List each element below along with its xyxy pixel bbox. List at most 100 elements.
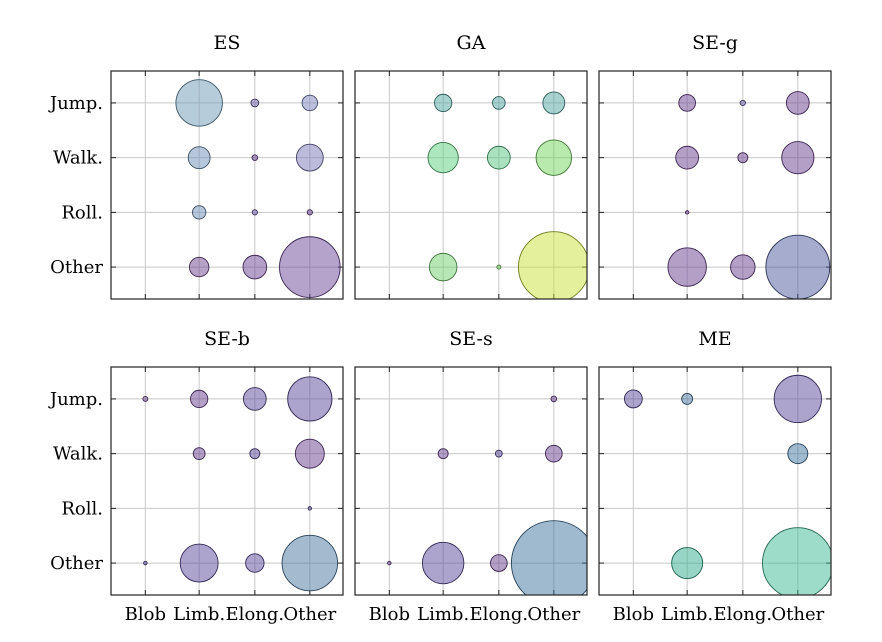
bubble-point	[192, 205, 207, 220]
x-tick-label: Blob	[369, 604, 410, 625]
bubble-point	[730, 254, 756, 280]
bubble-point	[667, 247, 707, 287]
bubble-point	[486, 145, 511, 170]
x-tick-label: Other	[527, 604, 580, 625]
bubble-point	[535, 139, 573, 176]
bubble-point	[250, 98, 260, 108]
y-tick-label: Walk.	[53, 444, 103, 465]
y-tick-label: Jump.	[48, 389, 103, 410]
x-tick-label: Other	[283, 604, 336, 625]
bubble-point	[510, 520, 587, 595]
bubble-point	[773, 374, 822, 424]
bubble-point	[421, 541, 465, 585]
y-tick-label: Other	[50, 553, 103, 574]
x-tick-label: Elong.	[470, 604, 529, 625]
bubble-point	[623, 389, 643, 409]
bubble-point	[678, 94, 696, 112]
bubble-point	[434, 93, 453, 113]
bubble-point	[279, 236, 341, 298]
x-tick-label: Blob	[613, 604, 654, 625]
bubble-point	[242, 387, 267, 411]
x-tick-label: Blob	[125, 604, 166, 625]
bubble-layer	[427, 91, 587, 299]
bubble-layer	[387, 395, 587, 595]
panel-ga: GA	[354, 32, 588, 300]
bubble-point	[675, 145, 700, 170]
bubble-point	[287, 376, 333, 422]
bubble-point	[245, 553, 265, 573]
panel-title: SE-g	[692, 32, 738, 54]
y-tick-label: Roll.	[61, 202, 103, 223]
bubble-point	[787, 443, 809, 465]
bubble-point	[143, 560, 148, 566]
bubble-layer	[175, 79, 341, 298]
x-tick-label: Other	[771, 604, 824, 625]
bubble-point	[387, 560, 392, 566]
bubble-point	[179, 543, 219, 583]
bubble-point	[427, 142, 459, 174]
bubble-point	[490, 554, 508, 572]
bubble-point	[294, 438, 325, 469]
bubble-layer	[667, 91, 831, 299]
bubble-point	[437, 448, 449, 460]
bubble-point	[542, 91, 566, 115]
bubble-point	[492, 96, 506, 110]
panel-frame	[110, 366, 344, 596]
bubble-point	[192, 447, 206, 461]
bubble-point	[301, 94, 319, 112]
bubble-point	[251, 154, 259, 161]
y-tick-label: Roll.	[61, 498, 103, 519]
y-tick-label: Walk.	[53, 148, 103, 169]
bubble-point	[306, 209, 313, 216]
x-tick-label: Limb.	[173, 604, 225, 625]
bubble-point	[142, 396, 149, 402]
bubble-point	[518, 231, 587, 299]
bubble-point	[242, 254, 268, 280]
x-tick-label: Elong.	[226, 604, 285, 625]
bubble-point	[428, 252, 458, 282]
bubble-point	[295, 143, 324, 172]
bubble-point	[249, 448, 261, 460]
bubble-point	[188, 256, 210, 278]
panel-frame	[354, 366, 588, 596]
bubble-point	[251, 209, 258, 216]
panel-se-s: SE-s Blob Limb. Elong. Other	[354, 328, 588, 625]
panel-title: SE-b	[204, 328, 250, 350]
panel-frame	[598, 70, 832, 300]
bubble-point	[187, 146, 211, 170]
bubble-point	[762, 527, 831, 595]
x-tick-label: Limb.	[661, 604, 713, 625]
bubble-point	[737, 152, 749, 164]
panel-title: GA	[457, 32, 486, 54]
panel-me: ME Blob Limb. Elong. Other	[598, 328, 832, 625]
bubble-point	[671, 547, 704, 580]
panel-se-g: SE-g	[598, 32, 832, 300]
bubble-layer	[623, 374, 831, 595]
bubble-point	[545, 444, 563, 463]
bubble-point	[785, 91, 810, 115]
y-tick-label: Jump.	[48, 93, 103, 114]
panel-frame	[354, 70, 588, 300]
bubble-point	[681, 392, 694, 405]
bubble-point	[781, 141, 815, 175]
x-tick-label: Elong.	[714, 604, 773, 625]
panel-frame	[110, 70, 344, 300]
panel-es: ES Jump. Walk. Roll. Other	[48, 32, 344, 300]
x-tick-label: Limb.	[417, 604, 469, 625]
panel-title: ME	[698, 328, 731, 350]
y-tick-label: Other	[50, 257, 103, 278]
bubble-layer	[142, 376, 339, 592]
bubble-point	[281, 534, 339, 592]
bubble-point	[765, 234, 831, 299]
bubble-point	[175, 79, 223, 127]
panel-title: SE-s	[449, 328, 492, 350]
bubble-point	[496, 264, 502, 270]
bubble-point	[494, 449, 503, 458]
panel-frame	[598, 366, 832, 596]
bubble-point	[684, 210, 690, 215]
panel-title: ES	[214, 32, 241, 54]
bubble-point	[190, 389, 209, 409]
bubble-point	[307, 506, 313, 511]
